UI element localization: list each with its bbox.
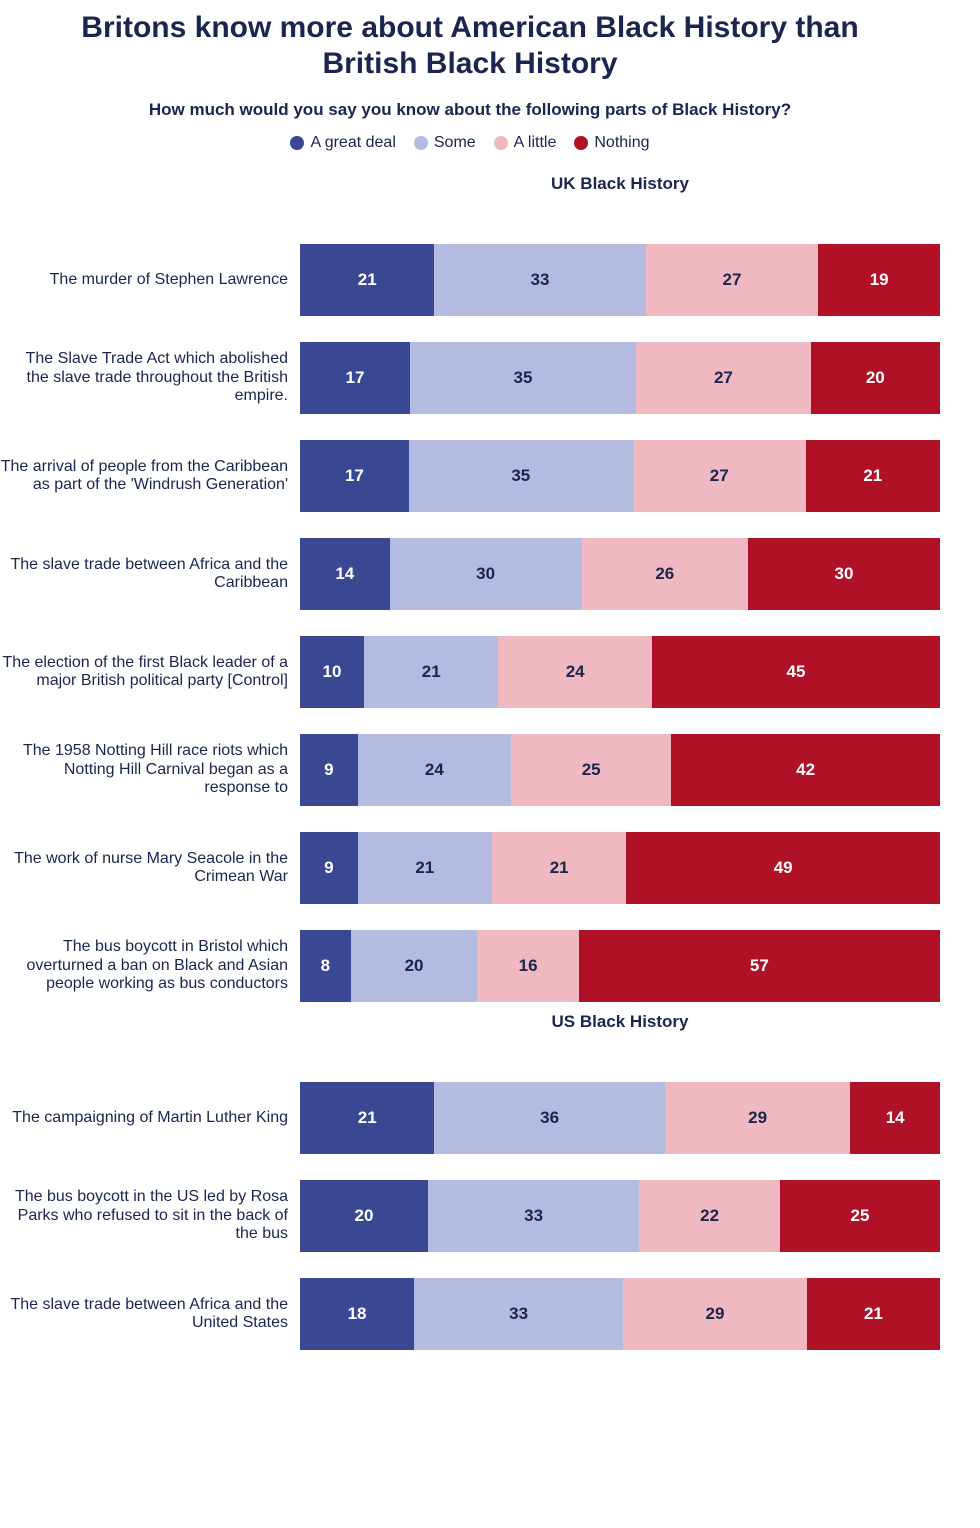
bar-row: The campaigning of Martin Luther King213…: [0, 1082, 940, 1154]
stacked-bar: 10212445: [300, 636, 940, 708]
bar-segment: 33: [414, 1278, 623, 1350]
bar-segment: 21: [300, 244, 434, 316]
stacked-bar: 9212149: [300, 832, 940, 904]
row-label: The slave trade between Africa and the C…: [0, 556, 300, 593]
stacked-bar: 20332225: [300, 1180, 940, 1252]
row-label: The bus boycott in the US led by Rosa Pa…: [0, 1188, 300, 1243]
row-label: The campaigning of Martin Luther King: [0, 1109, 300, 1127]
bar-segment: 42: [671, 734, 940, 806]
bar-segment: 57: [579, 930, 940, 1002]
bar-segment: 17: [300, 440, 409, 512]
chart-container: Britons know more about American Black H…: [0, 0, 980, 1380]
bar-segment: 33: [434, 244, 645, 316]
row-label: The murder of Stephen Lawrence: [0, 271, 300, 289]
bar-segment: 14: [850, 1082, 940, 1154]
stacked-bar: 21362914: [300, 1082, 940, 1154]
bar-segment: 29: [665, 1082, 851, 1154]
legend-swatch: [574, 136, 588, 150]
bar-segment: 49: [626, 832, 940, 904]
stacked-bar: 21332719: [300, 244, 940, 316]
bar-segment: 9: [300, 734, 358, 806]
bar-segment: 27: [633, 440, 806, 512]
stacked-bar: 8201657: [300, 930, 940, 1002]
bar-row: The bus boycott in Bristol which overtur…: [0, 930, 940, 1002]
row-label: The bus boycott in Bristol which overtur…: [0, 938, 300, 993]
row-label: The Slave Trade Act which abolished the …: [0, 350, 300, 405]
bar-segment: 19: [818, 244, 940, 316]
bar-row: The murder of Stephen Lawrence21332719: [0, 244, 940, 316]
section-header: US Black History: [300, 1012, 940, 1032]
bar-segment: 21: [806, 440, 940, 512]
chart-sections: UK Black History The murder of Stephen La…: [0, 174, 940, 1350]
stacked-bar: 14302630: [300, 538, 940, 610]
stacked-bar: 17352721: [300, 440, 940, 512]
row-label: The arrival of people from the Caribbean…: [0, 458, 300, 495]
legend-item: A great deal: [290, 134, 395, 152]
bar-segment: 21: [300, 1082, 434, 1154]
legend-label: A great deal: [310, 134, 395, 152]
bar-segment: 21: [364, 636, 498, 708]
bar-segment: 21: [807, 1278, 940, 1350]
chart-subtitle: How much would you say you know about th…: [0, 100, 940, 120]
bar-segment: 9: [300, 832, 358, 904]
bar-segment: 10: [300, 636, 364, 708]
bar-segment: 20: [300, 1180, 428, 1252]
bar-segment: 20: [351, 930, 478, 1002]
bar-segment: 25: [511, 734, 671, 806]
legend-label: Nothing: [594, 134, 649, 152]
bar-segment: 30: [390, 538, 582, 610]
bar-row: The slave trade between Africa and the U…: [0, 1278, 940, 1350]
bar-segment: 24: [498, 636, 652, 708]
section-header: UK Black History: [300, 174, 940, 194]
bar-segment: 29: [623, 1278, 807, 1350]
bar-segment: 21: [492, 832, 626, 904]
bar-segment: 26: [582, 538, 748, 610]
bar-segment: 16: [477, 930, 578, 1002]
legend: A great deal Some A little Nothing: [0, 134, 940, 152]
bar-row: The slave trade between Africa and the C…: [0, 538, 940, 610]
bar-segment: 35: [410, 342, 636, 414]
bar-segment: 27: [636, 342, 811, 414]
bar-segment: 22: [639, 1180, 780, 1252]
bar-segment: 27: [646, 244, 819, 316]
bar-segment: 36: [434, 1082, 664, 1154]
bar-segment: 14: [300, 538, 390, 610]
legend-item: Nothing: [574, 134, 649, 152]
bar-row: The 1958 Notting Hill race riots which N…: [0, 734, 940, 806]
bar-segment: 17: [300, 342, 410, 414]
legend-swatch: [290, 136, 304, 150]
bar-segment: 35: [409, 440, 633, 512]
bar-row: The Slave Trade Act which abolished the …: [0, 342, 940, 414]
row-label: The election of the first Black leader o…: [0, 654, 300, 691]
legend-swatch: [494, 136, 508, 150]
chart-title: Britons know more about American Black H…: [40, 10, 900, 82]
row-label: The work of nurse Mary Seacole in the Cr…: [0, 850, 300, 887]
bar-row: The arrival of people from the Caribbean…: [0, 440, 940, 512]
row-label: The 1958 Notting Hill race riots which N…: [0, 742, 300, 797]
section-rows: The murder of Stephen Lawrence21332719Th…: [0, 244, 940, 1002]
bar-segment: 25: [780, 1180, 940, 1252]
legend-item: A little: [494, 134, 557, 152]
bar-segment: 8: [300, 930, 351, 1002]
bar-segment: 45: [652, 636, 940, 708]
bar-segment: 24: [358, 734, 512, 806]
bar-row: The work of nurse Mary Seacole in the Cr…: [0, 832, 940, 904]
row-label: The slave trade between Africa and the U…: [0, 1296, 300, 1333]
bar-segment: 21: [358, 832, 492, 904]
bar-segment: 20: [811, 342, 940, 414]
legend-label: Some: [434, 134, 476, 152]
section-rows: The campaigning of Martin Luther King213…: [0, 1082, 940, 1350]
stacked-bar: 18332921: [300, 1278, 940, 1350]
legend-swatch: [414, 136, 428, 150]
bar-segment: 30: [748, 538, 940, 610]
bar-segment: 33: [428, 1180, 639, 1252]
legend-label: A little: [514, 134, 557, 152]
bar-segment: 18: [300, 1278, 414, 1350]
bar-row: The bus boycott in the US led by Rosa Pa…: [0, 1180, 940, 1252]
bar-row: The election of the first Black leader o…: [0, 636, 940, 708]
stacked-bar: 9242542: [300, 734, 940, 806]
legend-item: Some: [414, 134, 476, 152]
stacked-bar: 17352720: [300, 342, 940, 414]
